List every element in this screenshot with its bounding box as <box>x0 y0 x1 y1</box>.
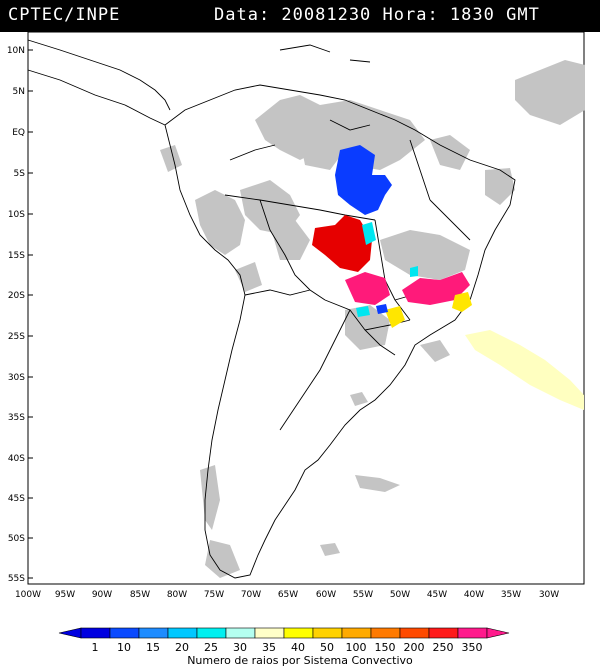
blue-cluster-2 <box>376 304 388 314</box>
lon-label: 85W <box>130 590 150 600</box>
colorbar-swatch <box>254 627 285 639</box>
colorbar-swatch <box>167 627 198 639</box>
colorbar-tick: 35 <box>262 641 276 654</box>
lat-label: 15S <box>8 251 25 261</box>
coastlines <box>27 39 516 579</box>
cloud-patches <box>160 60 585 578</box>
colorbar-tick: 50 <box>320 641 334 654</box>
colorbar-tick: 25 <box>204 641 218 654</box>
colorbar-swatch <box>109 627 140 639</box>
map-header: CPTEC/INPE Data: 20081230 Hora: 1830 GMT <box>0 0 600 32</box>
lon-label: 75W <box>204 590 224 600</box>
lat-label: 20S <box>8 291 25 301</box>
lat-label: 40S <box>8 454 25 464</box>
yellow-cluster-2 <box>385 306 405 328</box>
colorbar-tick: 10 <box>117 641 131 654</box>
lon-label: 95W <box>55 590 75 600</box>
lon-label: 45W <box>427 590 447 600</box>
colorbar-tick: 100 <box>346 641 367 654</box>
cyan-cluster-1 <box>362 222 376 245</box>
colorbar-tick: 200 <box>404 641 425 654</box>
lon-label: 100W <box>15 590 41 600</box>
colorbar-swatch <box>196 627 227 639</box>
magenta-cluster-2 <box>402 272 470 305</box>
lat-label: 5N <box>13 87 25 97</box>
colorbar-swatch <box>370 627 401 639</box>
colorbar-swatch <box>283 627 314 639</box>
yellow-cluster-1 <box>452 292 472 312</box>
lon-label: 35W <box>501 590 521 600</box>
colorbar-swatch <box>428 627 459 639</box>
pale-yellow-streak <box>465 330 584 410</box>
colorbar: 1 10 15 20 25 30 35 40 50 100 150 200 25… <box>58 627 510 667</box>
colorbar-tick: 30 <box>233 641 247 654</box>
colorbar-swatch <box>80 627 111 639</box>
lat-label: 45S <box>8 494 25 504</box>
lon-label: 80W <box>167 590 187 600</box>
lat-label: 55S <box>8 574 25 584</box>
lat-label: EQ <box>12 128 25 138</box>
date-time-label: Data: 20081230 Hora: 1830 GMT <box>214 5 540 25</box>
lat-label: 25S <box>8 332 25 342</box>
lon-label: 90W <box>92 590 112 600</box>
colorbar-tick: 15 <box>146 641 160 654</box>
colorbar-label: Numero de raios por Sistema Convectivo <box>187 654 413 667</box>
colorbar-swatch <box>399 627 430 639</box>
cyan-cluster-3 <box>410 266 418 277</box>
latitude-labels: 10N 5N EQ 5S 10S 15S 20S 25S 30S 35S 40S… <box>7 46 25 584</box>
lightning-map: 10N 5N EQ 5S 10S 15S 20S 25S 30S 35S 40S… <box>7 32 585 600</box>
lon-label: 30W <box>539 590 559 600</box>
axis-ticks <box>28 49 33 579</box>
colorbar-tick: 150 <box>375 641 396 654</box>
colorbar-tick: 1 <box>92 641 99 654</box>
lon-label: 65W <box>278 590 298 600</box>
colorbar-tick: 250 <box>433 641 454 654</box>
source-label: CPTEC/INPE <box>8 5 121 25</box>
lat-label: 10S <box>8 210 25 220</box>
convective-systems <box>312 145 472 328</box>
lat-label: 35S <box>8 413 25 423</box>
lon-label: 55W <box>353 590 373 600</box>
longitude-labels: 100W 95W 90W 85W 80W 75W 70W 65W 60W 55W… <box>15 590 559 600</box>
lat-label: 5S <box>14 169 26 179</box>
colorbar-swatch <box>457 627 488 639</box>
colorbar-tick: 20 <box>175 641 189 654</box>
lon-label: 60W <box>316 590 336 600</box>
lat-label: 10N <box>7 46 25 56</box>
colorbar-swatch <box>225 627 256 639</box>
colorbar-swatch <box>341 627 372 639</box>
lat-label: 50S <box>8 534 25 544</box>
colorbar-tick: 40 <box>291 641 305 654</box>
colorbar-swatch <box>138 627 169 639</box>
colorbar-tick: 350 <box>462 641 483 654</box>
magenta-cluster-1 <box>345 272 390 305</box>
cyan-cluster-2 <box>356 306 370 317</box>
colorbar-arrow-right <box>486 627 510 639</box>
colorbar-ticks: 1 10 15 20 25 30 35 40 50 100 150 200 25… <box>92 641 483 654</box>
lon-label: 40W <box>464 590 484 600</box>
lon-label: 50W <box>390 590 410 600</box>
colorbar-arrow-left <box>58 627 82 639</box>
lon-label: 70W <box>241 590 261 600</box>
colorbar-boxes <box>58 627 510 639</box>
lat-label: 30S <box>8 373 25 383</box>
colorbar-swatch <box>312 627 343 639</box>
red-cluster <box>312 215 372 272</box>
blue-cluster <box>335 145 392 215</box>
